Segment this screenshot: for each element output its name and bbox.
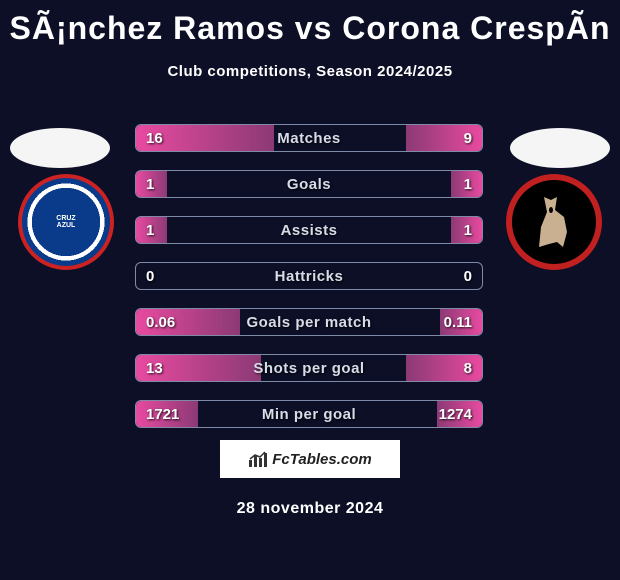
stat-row: 138Shots per goal xyxy=(135,354,483,382)
stat-label: Matches xyxy=(136,125,482,151)
stat-label: Goals per match xyxy=(136,309,482,335)
stat-row: 0.060.11Goals per match xyxy=(135,308,483,336)
player-photo-left xyxy=(10,128,110,168)
club-logo-right xyxy=(506,174,602,270)
watermark-text: FcTables.com xyxy=(272,451,371,468)
dog-icon xyxy=(529,192,579,252)
date-text: 28 november 2024 xyxy=(0,500,620,518)
stat-row: 00Hattricks xyxy=(135,262,483,290)
club-logo-left: CRUZAZUL xyxy=(18,174,114,270)
player-photo-right xyxy=(510,128,610,168)
stat-row: 169Matches xyxy=(135,124,483,152)
stat-label: Goals xyxy=(136,171,482,197)
subtitle: Club competitions, Season 2024/2025 xyxy=(0,63,620,80)
stat-label: Assists xyxy=(136,217,482,243)
stat-row: 17211274Min per goal xyxy=(135,400,483,428)
club-logo-left-text: CRUZAZUL xyxy=(56,215,75,229)
stat-row: 11Goals xyxy=(135,170,483,198)
chart-icon xyxy=(248,450,268,468)
stat-label: Hattricks xyxy=(136,263,482,289)
stat-label: Shots per goal xyxy=(136,355,482,381)
stats-container: 169Matches 11Goals 11Assists 00Hattricks 0.0… xyxy=(135,124,483,446)
page-title: SÃ¡nchez Ramos vs Corona CrespÃ­n xyxy=(0,0,620,47)
stat-row: 11Assists xyxy=(135,216,483,244)
watermark: FcTables.com xyxy=(220,440,400,478)
stat-label: Min per goal xyxy=(136,401,482,427)
